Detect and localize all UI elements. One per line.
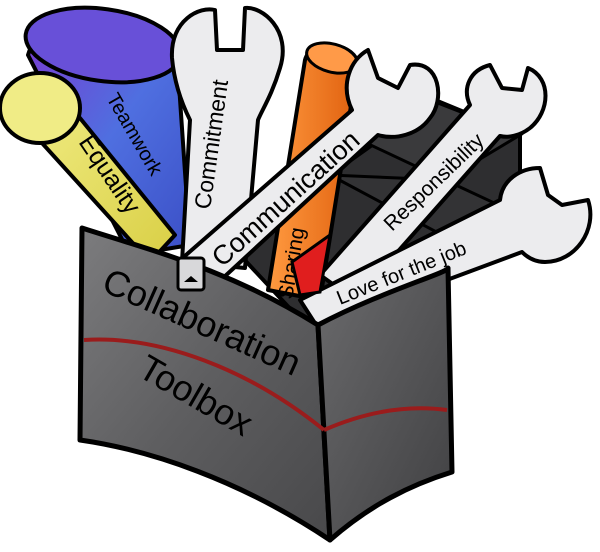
box-stripe-side: [323, 406, 448, 432]
red-accent: [290, 231, 333, 297]
toolbox-box: Collaboration Toolbox: [77, 225, 455, 543]
box-stripe-front: [83, 337, 326, 432]
commitment-tool: Commitment: [169, 5, 285, 270]
latch-icon: [176, 256, 206, 292]
